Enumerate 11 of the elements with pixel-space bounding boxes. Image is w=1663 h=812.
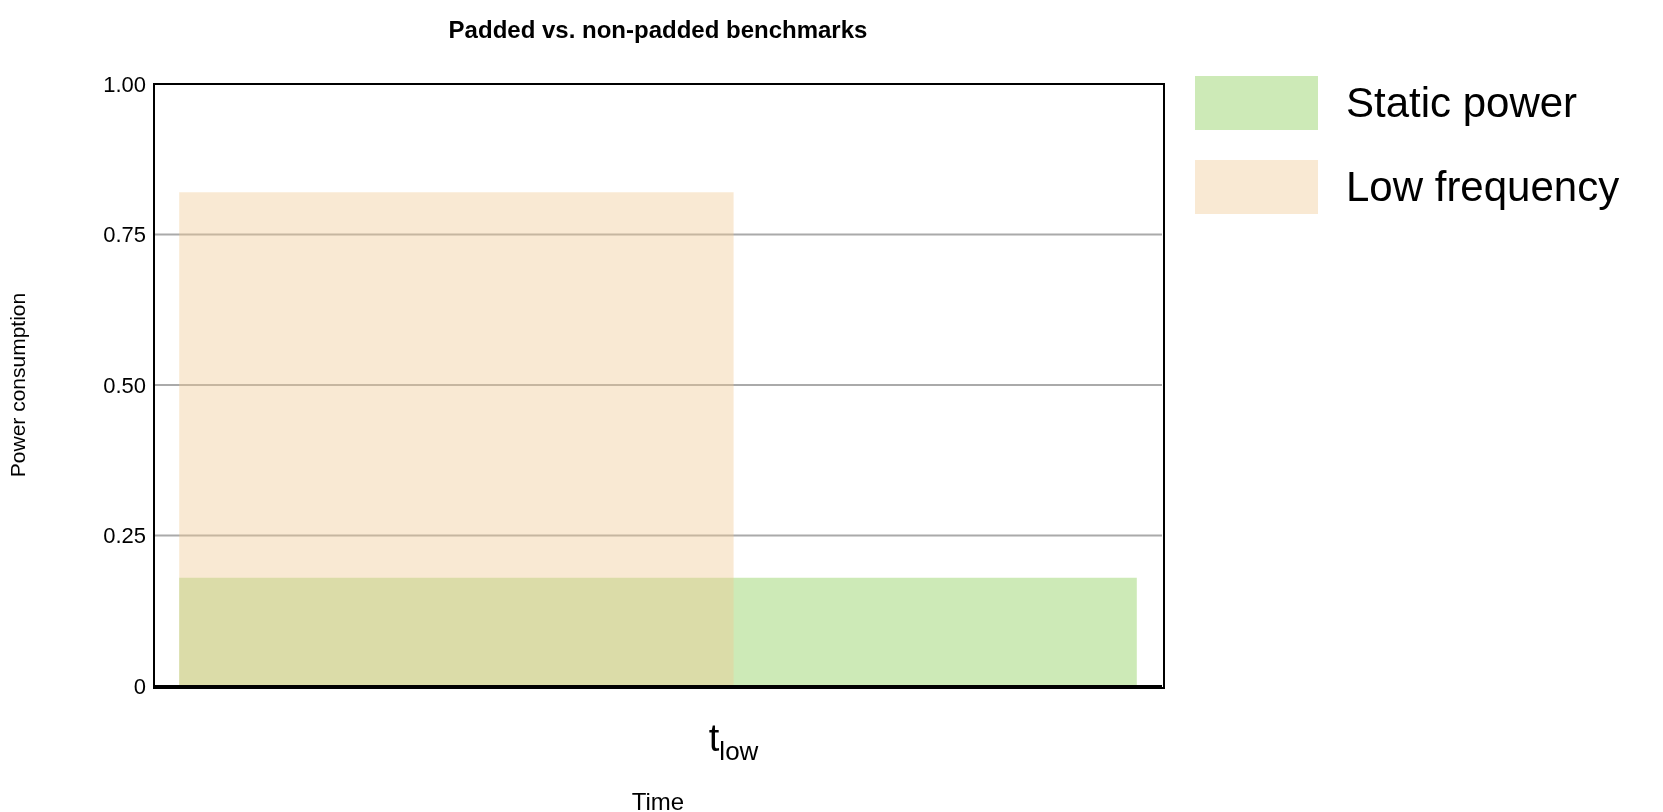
y-tick-label: 0: [133, 673, 146, 699]
y-tick-label: 0.75: [103, 222, 146, 248]
y-axis-title: Power consumption: [6, 292, 30, 478]
legend-label: Low frequency: [1346, 163, 1620, 211]
legend-label: Static power: [1346, 79, 1578, 127]
x-axis-title: Time: [631, 788, 685, 812]
y-tick-label: 0.50: [103, 372, 146, 398]
text: t$_{low}$: [708, 717, 759, 766]
y-tick-label: 1.00: [103, 71, 146, 97]
y-tick-label: 0.25: [103, 523, 146, 549]
chart-title: Padded vs. non-padded benchmarks: [447, 16, 869, 44]
